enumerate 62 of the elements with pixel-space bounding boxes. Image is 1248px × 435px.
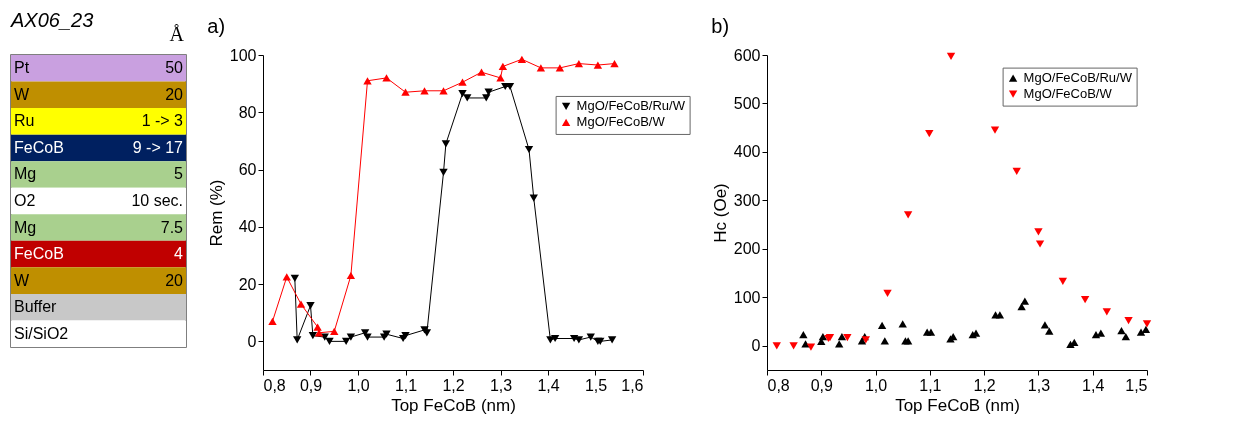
x-tick-label: 1,2: [442, 376, 465, 394]
y-tick-label: 400: [733, 143, 761, 161]
legend-label: MgO/FeCoB/W: [1023, 86, 1113, 102]
y-tick-label: 300: [733, 191, 761, 209]
y-tick-label: 600: [733, 46, 761, 64]
x-tick-label: 1,1: [919, 376, 942, 394]
category-label: O2: [14, 192, 36, 209]
x-tick-label: 1,3: [489, 376, 513, 394]
y-tick-label: 60: [238, 161, 257, 179]
x-tick-label: 1,5: [1125, 376, 1148, 394]
y-tick-label: 40: [238, 218, 257, 236]
x-tick-label: 0,9: [810, 376, 833, 394]
chart-title: b): [711, 15, 730, 37]
y-tick-label: 20: [238, 275, 257, 293]
y-axis-title: Rem (%): [206, 179, 226, 247]
y-tick-label: 0: [751, 337, 761, 355]
y-axis-title: Hc (Oe): [710, 183, 730, 243]
category-label: Mg: [14, 218, 37, 236]
category-label: Si/SiO2: [14, 324, 69, 342]
x-tick-label: 1,6: [621, 376, 644, 394]
text: Å: [169, 23, 185, 45]
text: 7.5: [160, 218, 183, 236]
legend-label: MgO/FeCoB/Ru/W: [1023, 70, 1133, 86]
y-tick-label: 200: [733, 240, 761, 258]
x-tick-label: 1,0: [347, 376, 370, 394]
text: 20: [165, 271, 183, 289]
text: 9 -> 17: [132, 138, 183, 156]
category-label: FeCoB: [14, 138, 64, 156]
category-label: FeCoB: [14, 245, 64, 263]
x-tick-label: 0,8: [767, 376, 790, 394]
chart-title: a): [207, 15, 226, 37]
category-label: W: [14, 85, 30, 103]
x-tick-label: 0,9: [299, 376, 323, 394]
y-tick-label: 100: [733, 288, 761, 306]
text: AX06_23: [10, 9, 94, 31]
category-label: Pt: [14, 59, 30, 77]
y-tick-label: 100: [229, 46, 257, 64]
x-tick-label: 1,5: [584, 376, 608, 394]
x-tick-label: 1,1: [394, 376, 418, 394]
category-label: Ru: [14, 112, 35, 130]
x-tick-label: 0,8: [263, 376, 286, 394]
x-tick-label: 1,4: [537, 376, 560, 394]
category-label: W: [14, 271, 30, 289]
x-tick-label: 1,3: [1027, 376, 1051, 394]
y-tick-label: 80: [238, 103, 257, 121]
x-tick-label: 1,2: [973, 376, 996, 394]
x-tick-label: 1,0: [864, 376, 888, 394]
text: 50: [165, 59, 183, 77]
x-axis-title: Top FeCoB (nm): [391, 395, 516, 415]
text: 20: [165, 85, 183, 103]
y-tick-label: 500: [733, 94, 761, 112]
x-axis-title: Top FeCoB (nm): [895, 395, 1020, 415]
text: 5: [174, 165, 183, 183]
y-tick-label: 0: [247, 332, 257, 350]
text: 10 sec.: [131, 192, 183, 209]
category-label: Buffer: [14, 298, 58, 316]
text: 4: [174, 245, 183, 263]
category-label: Mg: [14, 165, 37, 183]
text: 1 -> 3: [141, 112, 183, 130]
legend-label: MgO/FeCoB/Ru/W: [576, 98, 686, 114]
x-tick-label: 1,4: [1082, 376, 1105, 394]
legend-label: MgO/FeCoB/W: [576, 114, 666, 130]
